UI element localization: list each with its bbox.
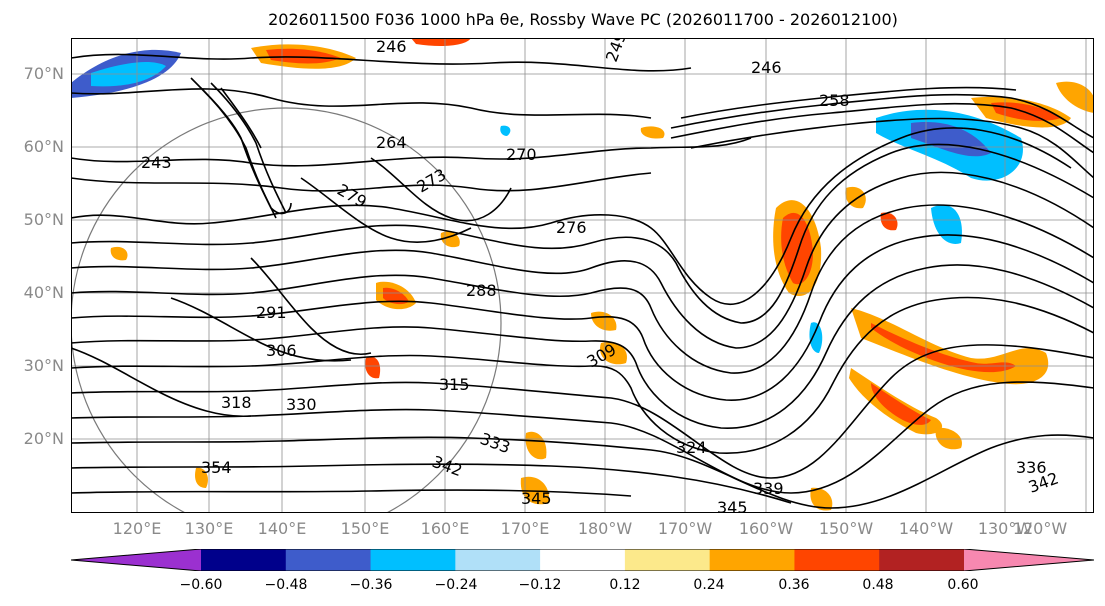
- lon-label-140w: 140°W: [898, 519, 954, 538]
- contour-label: 258: [819, 91, 850, 110]
- contour-label: 246: [376, 38, 407, 56]
- contour-label: 354: [201, 458, 232, 477]
- map-panel: 246 246 249 258 264 243 270 276 279 273 …: [71, 38, 1094, 513]
- map-title: 2026011500 F036 1000 hPa θe, Rossby Wave…: [268, 10, 898, 29]
- contour-label: 339: [753, 479, 784, 498]
- lon-label-180w: 180°W: [577, 519, 633, 538]
- contour-label: 318: [221, 393, 252, 412]
- colorbar-tick: 0.24: [693, 577, 725, 593]
- lat-label-60n: 60°N: [23, 137, 64, 156]
- colorbar-tick: 0.36: [778, 577, 810, 593]
- colorbar-extend-max: [964, 549, 1094, 571]
- contour-label: 324: [676, 438, 707, 457]
- colorbar-segment: [540, 549, 626, 571]
- contour-label: 291: [256, 303, 287, 322]
- colorbar-tick: −0.24: [434, 577, 478, 593]
- colorbar-segment: [879, 549, 965, 571]
- lon-label-170w: 170°W: [657, 519, 713, 538]
- lon-label-130w: 130°W: [977, 519, 1033, 538]
- lon-label-160w: 160°W: [738, 519, 794, 538]
- lon-label-170e: 170°E: [500, 519, 550, 538]
- colorbar-tick: −0.36: [349, 577, 393, 593]
- colorbar-tick: −0.60: [179, 577, 223, 593]
- lat-label-50n: 50°N: [23, 210, 64, 229]
- contour-label: 246: [751, 58, 782, 77]
- contour-label: 336: [1016, 458, 1047, 477]
- colorbar-segment: [370, 549, 456, 571]
- lat-label-20n: 20°N: [23, 429, 64, 448]
- contour-label: 288: [466, 281, 497, 300]
- colorbar: [70, 548, 1095, 575]
- colorbar-tick: 0.48: [862, 577, 894, 593]
- lon-label-160e: 160°E: [420, 519, 470, 538]
- colorbar-tick: 0.60: [947, 577, 979, 593]
- contour-label: 264: [376, 133, 407, 152]
- contour-label: 276: [556, 218, 587, 237]
- colorbar-segment: [285, 549, 372, 571]
- contour-labels: 246 246 249 258 264 243 270 276 279 273 …: [141, 38, 1061, 513]
- colorbar-extend-min: [71, 549, 201, 571]
- contour-label: 243: [141, 153, 172, 172]
- lon-label-140e: 140°E: [257, 519, 307, 538]
- contour-label: 315: [439, 375, 470, 394]
- lon-label-120e: 120°E: [112, 519, 162, 538]
- colorbar-tick: −0.12: [518, 577, 562, 593]
- colorbar-segment: [624, 549, 711, 571]
- lat-label-30n: 30°N: [23, 356, 64, 375]
- theta-e-contours: [71, 53, 1094, 509]
- colorbar-tick: 0.12: [609, 577, 641, 593]
- contour-label: 345: [717, 498, 748, 513]
- colorbar-segment: [794, 549, 880, 571]
- colorbar-segment: [201, 549, 287, 571]
- contour-label: 345: [521, 489, 552, 508]
- lat-label-40n: 40°N: [23, 283, 64, 302]
- contour-label: 330: [286, 395, 317, 414]
- colorbar-segment: [455, 549, 541, 571]
- lon-label-120w: 120°W: [1012, 519, 1068, 538]
- colorbar-tick: −0.48: [264, 577, 308, 593]
- colorbar-segment: [709, 549, 795, 571]
- lon-label-150e: 150°E: [340, 519, 390, 538]
- lat-label-70n: 70°N: [23, 64, 64, 83]
- lon-label-150w: 150°W: [818, 519, 874, 538]
- contour-label: 306: [266, 341, 297, 360]
- lon-label-130e: 130°E: [184, 519, 234, 538]
- contour-label: 270: [506, 145, 537, 164]
